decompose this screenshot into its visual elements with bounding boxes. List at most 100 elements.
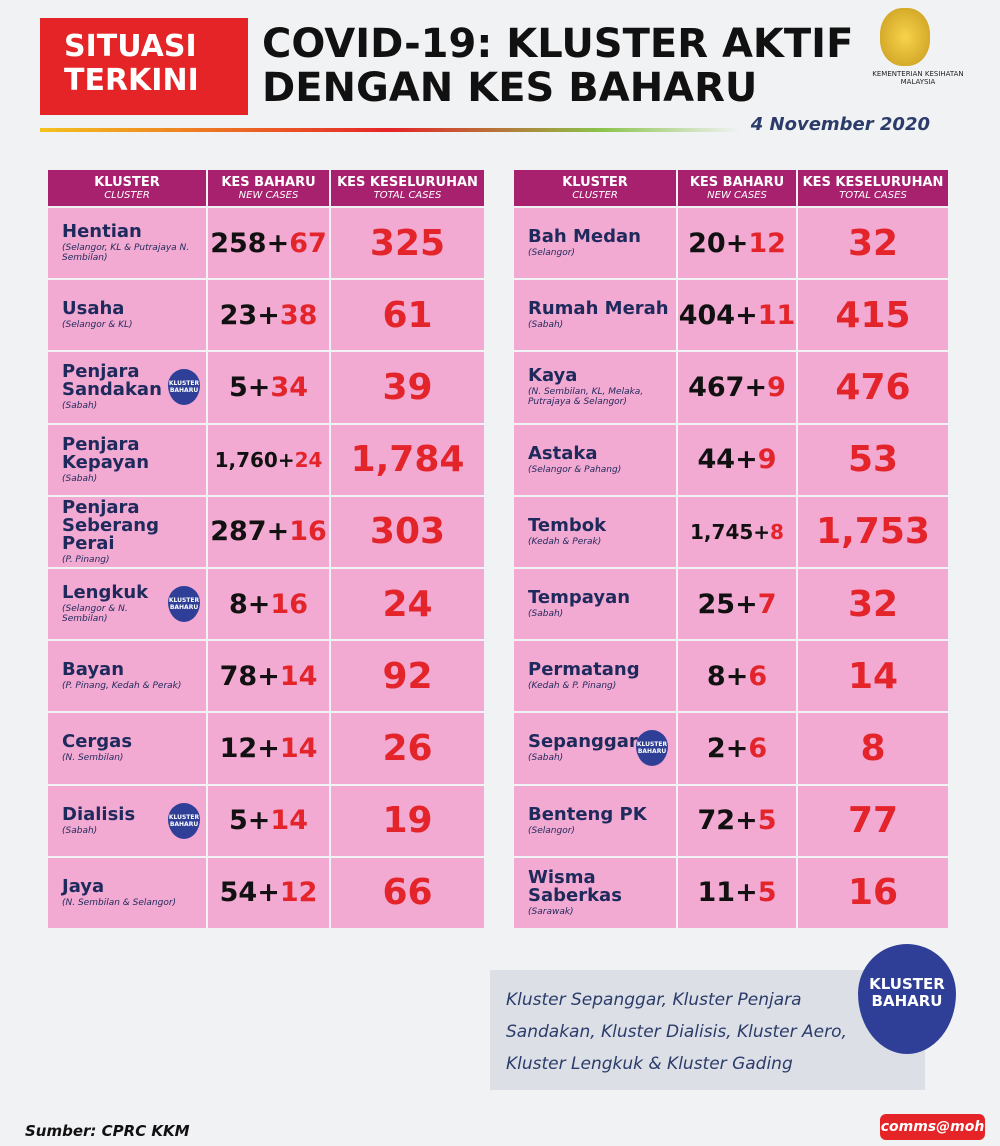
cluster-cell: Benteng PK (Selangor): [514, 785, 676, 856]
cluster-name: Tembok: [528, 514, 607, 536]
situasi-badge: SITUASI TERKINI: [40, 18, 248, 115]
total-cell: 32: [798, 208, 948, 279]
kluster-baharu-pin: KLUSTER BAHARU: [858, 944, 956, 1054]
cluster-name: Dialisis: [62, 803, 136, 825]
cluster-location: (Selangor & KL): [62, 320, 133, 331]
new-cases: 11+5: [678, 877, 796, 908]
header-label: KES BAHARU: [689, 174, 785, 190]
existing-cases: 23: [219, 299, 258, 331]
total-cases: 32: [847, 222, 899, 264]
cluster-name: Penjara Kepayan: [62, 433, 150, 473]
existing-cases: 5: [229, 805, 248, 837]
total-cases: 1,753: [816, 511, 930, 553]
new-cases-cell: 12+14: [208, 713, 329, 784]
total-cases: 32: [847, 583, 899, 625]
plus: +: [247, 805, 271, 837]
cluster-location: (Selangor & Pahang): [528, 464, 622, 475]
new-cases-cell: 1,760+24: [208, 424, 329, 495]
total-cases: 14: [847, 655, 899, 697]
total-cases: 16: [847, 872, 899, 914]
cluster-location: (Sabah): [528, 609, 564, 620]
cluster-text: Wisma Saberkas (Sarawak): [528, 868, 676, 917]
cluster-cell: Penjara Seberang Perai (P. Pinang): [48, 496, 206, 567]
brand: comms@moh: [880, 1114, 985, 1140]
total-cases: 61: [382, 294, 433, 336]
cluster-name: Astaka: [528, 442, 598, 464]
total-cell: 32: [798, 569, 948, 640]
new-cases-value: 6: [748, 660, 768, 692]
cluster-text: Penjara Sandakan (Sabah): [62, 361, 162, 412]
cluster-text: Lengkuk (Selangor & N. Sembilan): [62, 584, 162, 625]
new-cases: 25+7: [678, 589, 796, 620]
source: Sumber: CPRC KKM: [25, 1122, 190, 1140]
existing-cases: 404: [678, 299, 736, 331]
cluster-location: (Sarawak): [528, 906, 574, 917]
total-cases: 39: [382, 366, 433, 408]
header-sublabel: TOTAL CASES: [373, 189, 442, 201]
cluster-text: Bayan (P. Pinang, Kedah & Perak): [62, 661, 206, 692]
cluster-location: (Selangor): [528, 248, 575, 259]
plus: +: [725, 660, 749, 692]
cluster-cell: Lengkuk (Selangor & N. Sembilan) KLUSTER B…: [48, 569, 206, 640]
cluster-cell: Wisma Saberkas (Sarawak): [514, 857, 676, 928]
plus: +: [744, 371, 768, 403]
cluster-text: Rumah Merah (Sabah): [528, 300, 676, 331]
new-cases-value: 14: [270, 805, 308, 837]
plus: +: [735, 588, 758, 620]
new-cases-cell: 23+38: [208, 280, 329, 351]
new-cases-value: 34: [270, 371, 308, 403]
plus: +: [735, 877, 758, 909]
new-cases-value: 12: [279, 877, 318, 909]
new-cases-cell: 287+16: [208, 496, 329, 567]
new-cases-value: 5: [757, 877, 777, 909]
cluster-name: Kaya: [528, 365, 578, 387]
new-cases: 404+11: [678, 300, 796, 331]
new-cases: 467+9: [678, 372, 796, 403]
existing-cases: 5: [229, 371, 248, 403]
existing-cases: 11: [697, 877, 736, 909]
cluster-text: Dialisis (Sabah): [62, 803, 162, 836]
cluster-cell: Usaha (Selangor & KL): [48, 280, 206, 351]
total-cases: 92: [382, 655, 433, 697]
plus: +: [266, 227, 290, 259]
new-cases: 78+14: [208, 661, 329, 692]
plus: +: [735, 805, 758, 837]
cluster-location: (N. Sembilan, KL, Melaka, Putrajaya & Se…: [528, 387, 644, 408]
existing-cases: 467: [688, 371, 745, 403]
new-cases-value: 12: [748, 227, 786, 259]
note: Kluster Sepanggar, Kluster Penjara Sanda…: [490, 970, 925, 1090]
cluster-cell: Cergas (N. Sembilan): [48, 713, 206, 784]
cluster-name: Sepanggar: [528, 731, 638, 753]
new-cases: 8+16: [208, 589, 329, 620]
cluster-text: Permatang (Kedah & P. Pinang): [528, 661, 676, 692]
total-cell: 1,784: [331, 424, 484, 495]
cluster-cell: Tembok (Kedah & Perak): [514, 496, 676, 567]
header-sublabel: NEW CASES: [238, 189, 299, 201]
new-cluster-pin: KLUSTER BAHARU: [168, 586, 200, 623]
total-cell: 24: [331, 569, 484, 640]
cluster-text: Penjara Seberang Perai (P. Pinang): [62, 496, 206, 565]
cluster-name: Hentian: [62, 221, 142, 243]
cluster-location: (N. Sembilan & Selangor): [62, 897, 177, 908]
new-cases-value: 14: [279, 732, 318, 764]
new-cases-cell: 5+14: [208, 785, 329, 856]
cluster-name: Penjara Seberang Perai: [62, 496, 159, 554]
total-cell: 16: [798, 857, 948, 928]
date: 4 November 2020: [750, 114, 930, 135]
cluster-name: Penjara Sandakan: [62, 361, 162, 401]
plus: +: [277, 447, 295, 472]
new-cases: 5+34: [208, 372, 329, 403]
cluster-text: Penjara Kepayan (Sabah): [62, 433, 206, 484]
total-cell: 8: [798, 713, 948, 784]
new-cases-cell: 8+16: [208, 569, 329, 640]
total-cases: 77: [847, 800, 899, 842]
new-cases-cell: 20+12: [678, 208, 796, 279]
new-cases-value: 9: [757, 444, 777, 476]
existing-cases: 1,745: [690, 519, 754, 544]
cluster-location: (Selangor, KL & Putrajaya N. Sembilan): [62, 243, 190, 264]
new-cluster-pin: KLUSTER BAHARU: [636, 730, 668, 767]
ministry: KEMENTERIAN KESIHATAN MALAYSIA: [872, 70, 964, 86]
total-cell: 66: [331, 857, 484, 928]
new-cases-cell: 1,745+8: [678, 496, 796, 567]
new-cases-value: 14: [279, 660, 318, 692]
